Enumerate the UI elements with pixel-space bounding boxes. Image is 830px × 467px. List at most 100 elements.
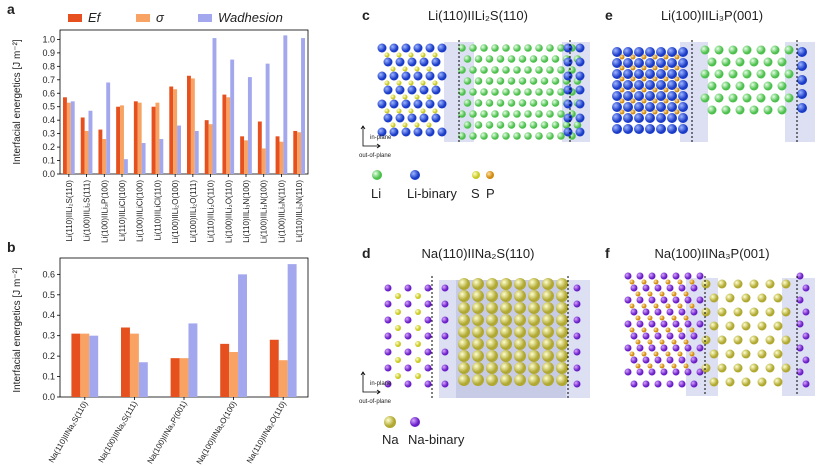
atom [636, 320, 644, 328]
atom [540, 99, 549, 107]
bar [116, 106, 121, 174]
atom [502, 132, 510, 140]
atom [749, 81, 759, 91]
atom [415, 309, 421, 315]
atom [717, 279, 727, 289]
atom [486, 362, 498, 374]
atom [415, 373, 421, 379]
atom [415, 293, 421, 299]
atom [402, 94, 408, 100]
legend-swatch [68, 14, 82, 22]
atom [524, 44, 532, 52]
atom [634, 80, 644, 90]
atom [401, 127, 411, 137]
bar [89, 335, 99, 397]
y-tick-label: 0.8 [42, 61, 55, 71]
atom [653, 303, 659, 309]
atom [653, 351, 659, 357]
y-tick-label: 0.2 [42, 142, 55, 152]
atom [404, 284, 412, 292]
atom [689, 351, 695, 357]
atom [472, 302, 484, 314]
atom [741, 377, 751, 387]
atom [623, 124, 633, 134]
atom [502, 44, 510, 52]
panel-letter: f [605, 245, 610, 261]
bar [229, 352, 239, 397]
atom [556, 362, 568, 374]
atom [437, 71, 447, 81]
atom [557, 132, 565, 140]
atom [557, 110, 565, 118]
atom [721, 57, 731, 67]
atom [407, 113, 417, 123]
atom [773, 321, 783, 331]
atom [551, 121, 560, 129]
bar [187, 75, 191, 174]
atom [741, 321, 751, 331]
atom [389, 43, 399, 53]
atom [514, 278, 526, 290]
atom [763, 81, 773, 91]
atom [507, 99, 516, 107]
legend-atom [472, 171, 480, 179]
atom [384, 332, 392, 340]
atom [472, 290, 484, 302]
atom [528, 290, 540, 302]
x-tick-label: Li(100)IILiCl(100) [136, 180, 145, 242]
atom [496, 121, 505, 129]
atom [652, 54, 658, 60]
atom [413, 71, 423, 81]
atom [415, 357, 421, 363]
atom [472, 338, 484, 350]
atom [733, 363, 743, 373]
atom [401, 43, 411, 53]
atom [645, 69, 655, 79]
atom [728, 69, 738, 79]
atom [472, 314, 484, 326]
atom [425, 99, 435, 109]
atom [529, 77, 538, 85]
atom [663, 109, 669, 115]
atom [424, 380, 432, 388]
atom [573, 121, 582, 129]
atom [441, 380, 449, 388]
atom [701, 307, 711, 317]
atom [683, 291, 689, 297]
atom [667, 80, 677, 90]
atom [674, 87, 680, 93]
bar [159, 139, 164, 174]
atom [642, 356, 650, 364]
bar [84, 130, 89, 174]
atom [663, 98, 669, 104]
atom [518, 77, 527, 85]
atom [514, 350, 526, 362]
atom [630, 284, 638, 292]
atom [674, 54, 680, 60]
atom [701, 279, 711, 289]
atom [641, 65, 647, 71]
atom [749, 57, 759, 67]
atom [696, 344, 704, 352]
atom [390, 66, 396, 72]
atom [749, 279, 759, 289]
atom [677, 351, 683, 357]
atom [707, 57, 717, 67]
legend-atom [410, 170, 420, 180]
atom [419, 85, 429, 95]
atom [518, 121, 527, 129]
y-axis-label: Interfacial energetics [J m⁻²] [12, 267, 23, 393]
atom [389, 99, 399, 109]
atom [714, 45, 724, 55]
atom [656, 69, 666, 79]
atom [660, 368, 668, 376]
bar [247, 77, 252, 174]
atom [666, 308, 674, 316]
atom [551, 99, 560, 107]
atom [528, 302, 540, 314]
bar [70, 101, 75, 174]
atom [472, 362, 484, 374]
atom [671, 315, 677, 321]
atom [665, 303, 671, 309]
bar [129, 333, 139, 397]
